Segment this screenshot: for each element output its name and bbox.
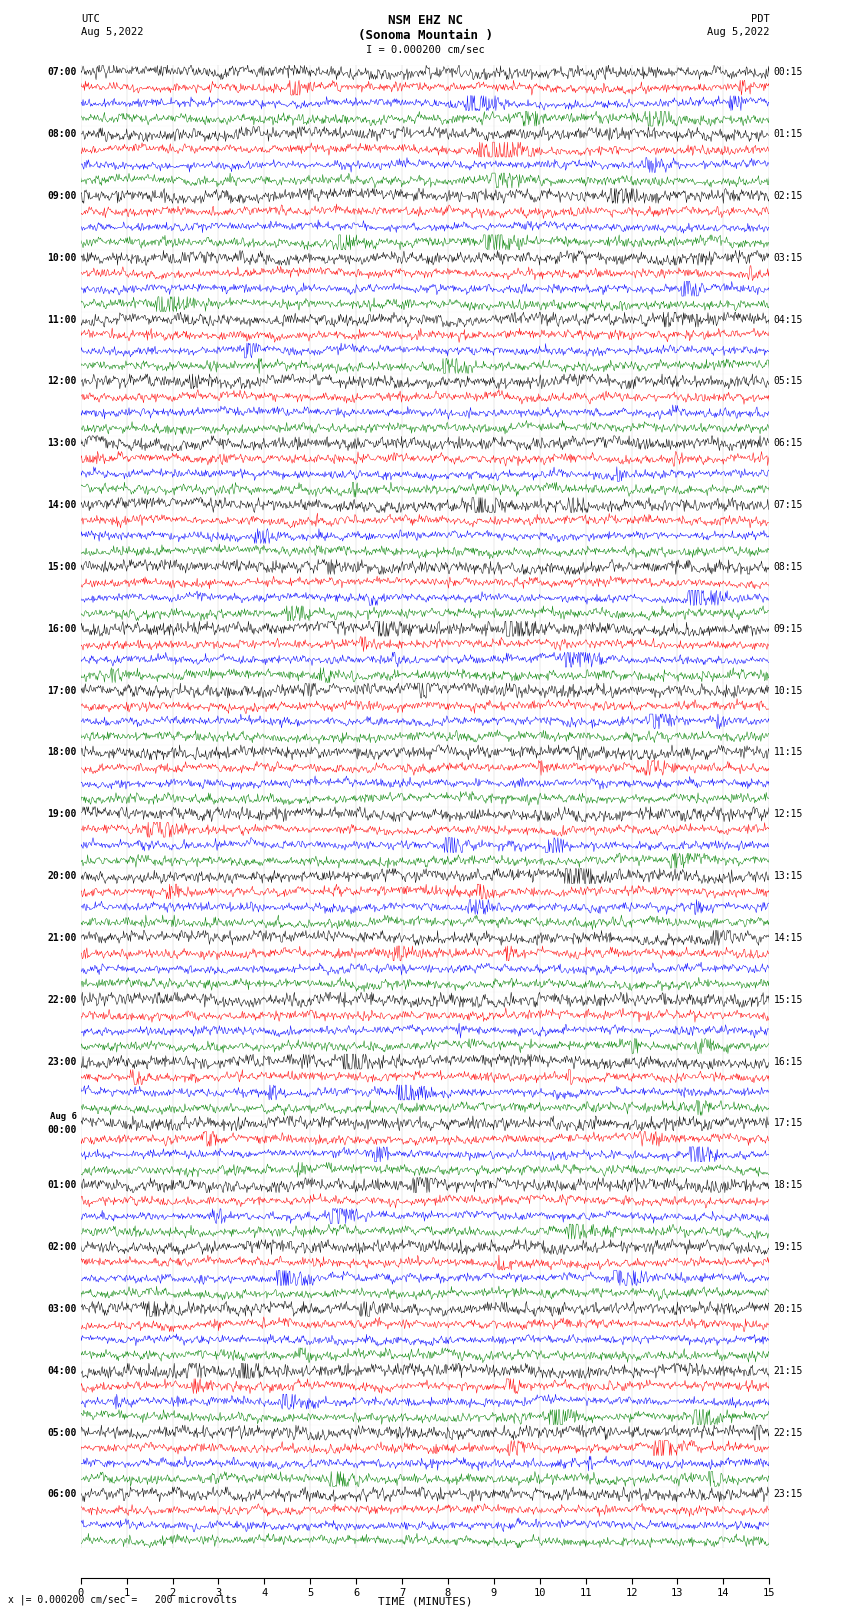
Text: 09:00: 09:00	[47, 190, 76, 202]
Text: Aug 5,2022: Aug 5,2022	[81, 27, 144, 37]
Text: 07:00: 07:00	[47, 68, 76, 77]
Text: 18:15: 18:15	[774, 1181, 803, 1190]
Text: 17:15: 17:15	[774, 1118, 803, 1129]
Text: 05:15: 05:15	[774, 376, 803, 387]
Text: 12:15: 12:15	[774, 810, 803, 819]
Text: 16:15: 16:15	[774, 1057, 803, 1066]
Text: 15:15: 15:15	[774, 995, 803, 1005]
Text: 02:00: 02:00	[47, 1242, 76, 1252]
Text: 19:00: 19:00	[47, 810, 76, 819]
Text: Aug 5,2022: Aug 5,2022	[706, 27, 769, 37]
Text: 08:00: 08:00	[47, 129, 76, 139]
Text: 03:15: 03:15	[774, 253, 803, 263]
Text: UTC: UTC	[81, 15, 99, 24]
Text: 04:00: 04:00	[47, 1366, 76, 1376]
Text: 03:00: 03:00	[47, 1303, 76, 1315]
Text: (Sonoma Mountain ): (Sonoma Mountain )	[358, 29, 492, 42]
Text: 20:15: 20:15	[774, 1303, 803, 1315]
Text: 10:00: 10:00	[47, 253, 76, 263]
Text: 01:15: 01:15	[774, 129, 803, 139]
Text: 22:15: 22:15	[774, 1428, 803, 1437]
Text: NSM EHZ NC: NSM EHZ NC	[388, 15, 462, 27]
Text: 20:00: 20:00	[47, 871, 76, 881]
Text: 06:00: 06:00	[47, 1489, 76, 1500]
Text: 04:15: 04:15	[774, 315, 803, 324]
Text: I = 0.000200 cm/sec: I = 0.000200 cm/sec	[366, 45, 484, 55]
Text: 19:15: 19:15	[774, 1242, 803, 1252]
Text: 09:15: 09:15	[774, 624, 803, 634]
Text: 11:00: 11:00	[47, 315, 76, 324]
Text: x |= 0.000200 cm/sec =   200 microvolts: x |= 0.000200 cm/sec = 200 microvolts	[8, 1594, 238, 1605]
Text: 15:00: 15:00	[47, 561, 76, 573]
Text: 13:15: 13:15	[774, 871, 803, 881]
Text: 00:00: 00:00	[47, 1124, 76, 1136]
Text: Aug 6: Aug 6	[49, 1113, 76, 1121]
Text: 21:00: 21:00	[47, 932, 76, 944]
Text: 11:15: 11:15	[774, 747, 803, 758]
Text: 14:00: 14:00	[47, 500, 76, 510]
Text: 08:15: 08:15	[774, 561, 803, 573]
Text: 13:00: 13:00	[47, 439, 76, 448]
Text: 05:00: 05:00	[47, 1428, 76, 1437]
Text: 06:15: 06:15	[774, 439, 803, 448]
Text: 01:00: 01:00	[47, 1181, 76, 1190]
Text: 07:15: 07:15	[774, 500, 803, 510]
Text: 02:15: 02:15	[774, 190, 803, 202]
Text: 12:00: 12:00	[47, 376, 76, 387]
Text: 14:15: 14:15	[774, 932, 803, 944]
Text: 18:00: 18:00	[47, 747, 76, 758]
Text: 23:00: 23:00	[47, 1057, 76, 1066]
Text: 10:15: 10:15	[774, 686, 803, 695]
Text: 23:15: 23:15	[774, 1489, 803, 1500]
Text: PDT: PDT	[751, 15, 769, 24]
Text: 22:00: 22:00	[47, 995, 76, 1005]
Text: 17:00: 17:00	[47, 686, 76, 695]
Text: 00:15: 00:15	[774, 68, 803, 77]
Text: TIME (MINUTES): TIME (MINUTES)	[377, 1597, 473, 1607]
Text: 16:00: 16:00	[47, 624, 76, 634]
Text: 21:15: 21:15	[774, 1366, 803, 1376]
